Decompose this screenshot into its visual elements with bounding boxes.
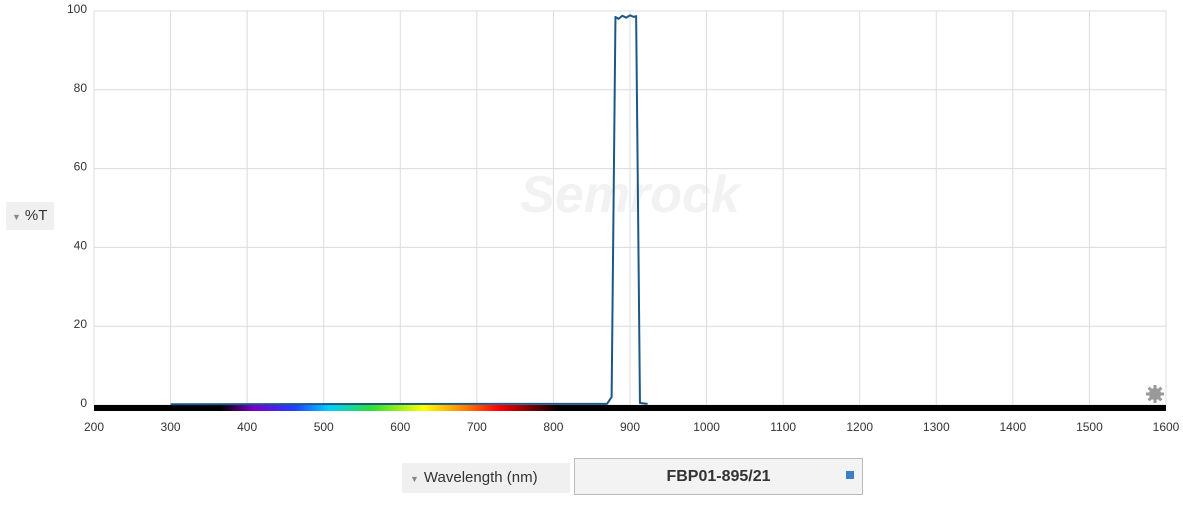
y-axis-label: %T bbox=[24, 207, 48, 224]
x-axis-selector[interactable]: ▼ Wavelength (nm) bbox=[402, 463, 570, 493]
x-tick-label: 700 bbox=[467, 420, 487, 434]
y-tick-label: 80 bbox=[74, 81, 88, 95]
x-tick-label: 900 bbox=[620, 420, 640, 434]
y-axis-selector[interactable]: ▼ %T bbox=[6, 202, 54, 230]
x-tick-label: 1600 bbox=[1153, 420, 1180, 434]
save-icon[interactable] bbox=[846, 471, 854, 479]
filter-button[interactable]: FBP01-895/21 bbox=[574, 458, 863, 495]
y-tick-label: 60 bbox=[74, 160, 88, 174]
series-line bbox=[170, 14, 648, 406]
x-tick-label: 400 bbox=[237, 420, 257, 434]
x-tick-label: 1400 bbox=[1000, 420, 1027, 434]
x-tick-label: 800 bbox=[543, 420, 563, 434]
y-tick-label: 100 bbox=[67, 2, 87, 16]
filter-name: FBP01-895/21 bbox=[666, 468, 771, 485]
x-axis-label: Wavelength (nm) bbox=[423, 469, 538, 486]
x-tick-label: 1000 bbox=[693, 420, 720, 434]
settings-icon[interactable] bbox=[1146, 385, 1164, 403]
x-tick-label: 1100 bbox=[770, 420, 796, 434]
x-tick-label: 1500 bbox=[1076, 420, 1103, 434]
y-tick-label: 40 bbox=[74, 238, 88, 252]
x-tick-label: 1200 bbox=[846, 420, 873, 434]
x-tick-label: 500 bbox=[314, 420, 334, 434]
watermark: Semrock bbox=[520, 166, 743, 224]
x-tick-label: 1300 bbox=[923, 420, 950, 434]
x-tick-label: 300 bbox=[161, 420, 181, 434]
x-tick-label: 200 bbox=[84, 420, 104, 434]
visible-spectrum bbox=[220, 405, 560, 411]
y-tick-label: 0 bbox=[80, 396, 87, 410]
x-tick-label: 600 bbox=[390, 420, 410, 434]
y-tick-label: 20 bbox=[74, 317, 88, 331]
spectrum-bar bbox=[94, 405, 1166, 411]
